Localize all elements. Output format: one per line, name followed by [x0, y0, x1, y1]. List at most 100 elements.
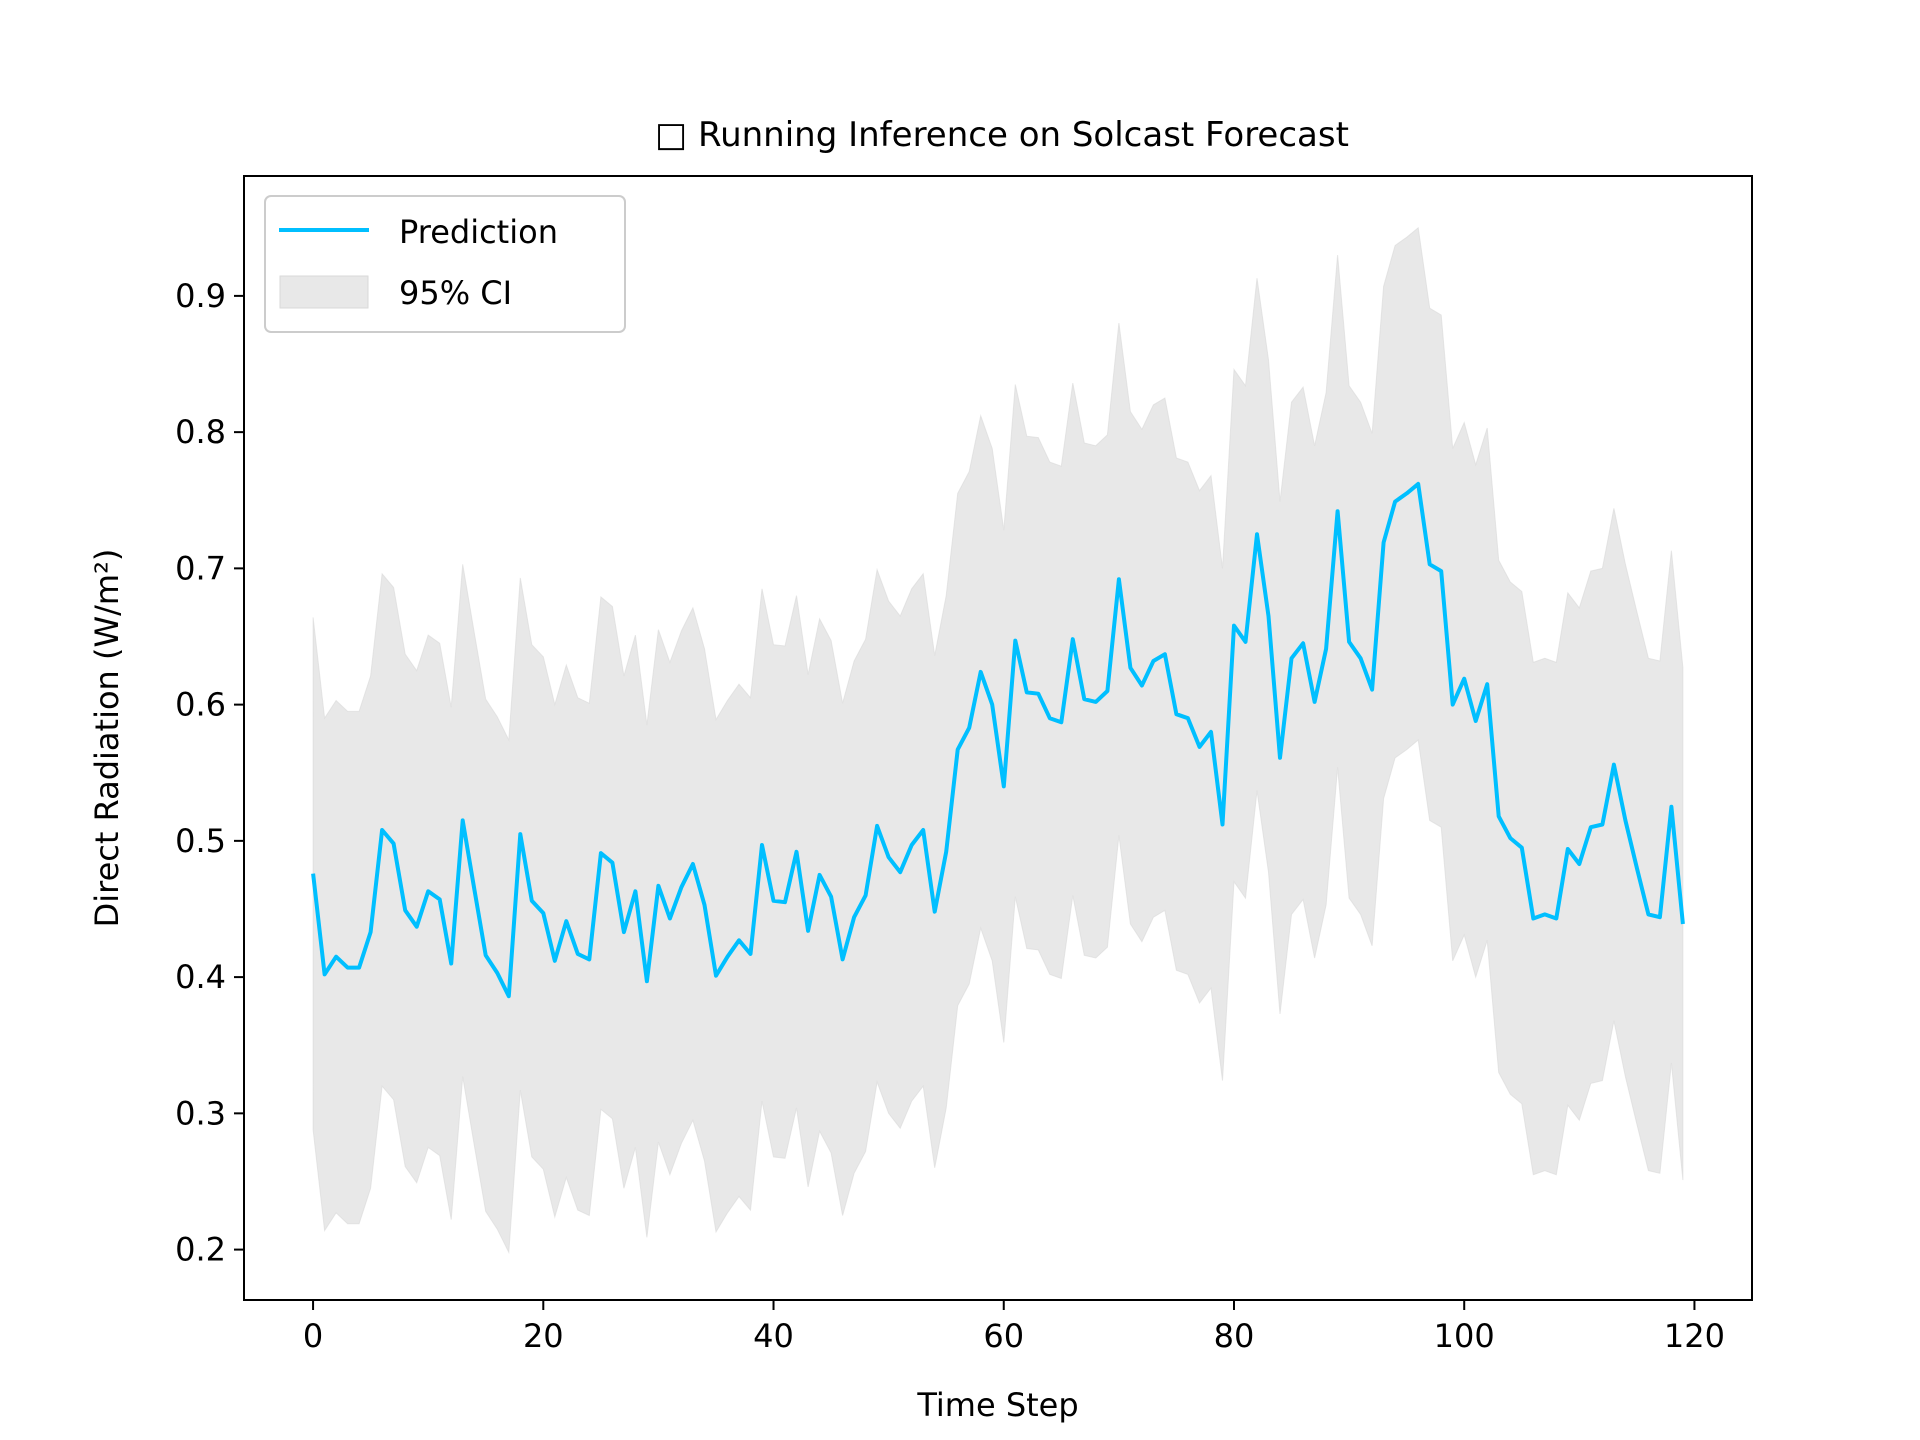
- prediction-point: [1623, 818, 1627, 822]
- prediction-point: [1543, 912, 1547, 916]
- prediction-point: [1278, 756, 1282, 760]
- x-tick-label: 80: [1214, 1317, 1255, 1355]
- prediction-point: [1151, 659, 1155, 663]
- prediction-point: [1508, 836, 1512, 840]
- prediction-point: [944, 850, 948, 854]
- prediction-point: [1140, 684, 1144, 688]
- prediction-point: [1474, 719, 1478, 723]
- prediction-point: [875, 824, 879, 828]
- x-tick-label: 0: [303, 1317, 323, 1355]
- prediction-point: [898, 870, 902, 874]
- prediction-point: [587, 957, 591, 961]
- prediction-point: [910, 843, 914, 847]
- prediction-point: [1048, 716, 1052, 720]
- prediction-point: [1243, 640, 1247, 644]
- prediction-point: [1600, 823, 1604, 827]
- prediction-point: [553, 959, 557, 963]
- prediction-point: [426, 889, 430, 893]
- prediction-point: [1658, 915, 1662, 919]
- prediction-point: [369, 930, 373, 934]
- y-tick-label: 0.2: [175, 1231, 226, 1269]
- prediction-point: [1485, 682, 1489, 686]
- prediction-point: [691, 862, 695, 866]
- prediction-line: [311, 481, 1685, 999]
- prediction-point: [1347, 640, 1351, 644]
- y-tick-label: 0.9: [175, 277, 226, 315]
- prediction-point: [956, 748, 960, 752]
- prediction-point: [1520, 846, 1524, 850]
- prediction-point: [783, 900, 787, 904]
- x-axis-label: Time Step: [916, 1386, 1078, 1424]
- prediction-point: [1220, 823, 1224, 827]
- prediction-point: [1255, 532, 1259, 536]
- prediction-point: [1359, 656, 1363, 660]
- prediction-point: [518, 832, 522, 836]
- y-tick-label: 0.7: [175, 549, 226, 587]
- prediction-point: [645, 979, 649, 983]
- prediction-point: [1382, 540, 1386, 544]
- prediction-point: [702, 903, 706, 907]
- prediction-point: [1209, 730, 1213, 734]
- prediction-point: [1635, 866, 1639, 870]
- prediction-point: [1554, 917, 1558, 921]
- prediction-point: [1059, 720, 1063, 724]
- prediction-point: [1681, 922, 1685, 926]
- prediction-point: [564, 919, 568, 923]
- prediction-point: [841, 957, 845, 961]
- prediction-point: [311, 872, 315, 876]
- prediction-point: [541, 911, 545, 915]
- prediction-point: [1105, 689, 1109, 693]
- prediction-point: [1301, 641, 1305, 645]
- prediction-point: [472, 887, 476, 891]
- prediction-point: [323, 972, 327, 976]
- x-tick-label: 40: [753, 1317, 794, 1355]
- prediction-point: [1370, 688, 1374, 692]
- x-tick-label: 100: [1434, 1317, 1495, 1355]
- prediction-point: [1428, 562, 1432, 566]
- prediction-point: [1439, 569, 1443, 573]
- prediction-point: [461, 818, 465, 822]
- plot-area: [311, 226, 1685, 1255]
- prediction-point: [1416, 482, 1420, 486]
- prediction-point: [1013, 639, 1017, 643]
- prediction-point: [921, 828, 925, 832]
- prediction-point: [610, 861, 614, 865]
- legend: Prediction 95% CI: [264, 195, 626, 333]
- prediction-point: [599, 851, 603, 855]
- prediction-point: [1174, 712, 1178, 716]
- prediction-point: [852, 915, 856, 919]
- prediction-point: [392, 842, 396, 846]
- prediction-point: [1577, 862, 1581, 866]
- legend-label-ci: 95% CI: [399, 274, 512, 312]
- prediction-point: [1669, 805, 1673, 809]
- prediction-point: [967, 726, 971, 730]
- x-axis: 0 20 40 60 80 100 120: [303, 1300, 1725, 1355]
- prediction-point: [1324, 647, 1328, 651]
- prediction-point: [1646, 912, 1650, 916]
- prediction-point: [1531, 917, 1535, 921]
- prediction-point: [1232, 624, 1236, 628]
- prediction-point: [1313, 700, 1317, 704]
- y-tick-label: 0.3: [175, 1094, 226, 1132]
- prediction-point: [887, 855, 891, 859]
- prediction-point: [484, 953, 488, 957]
- prediction-point: [1612, 763, 1616, 767]
- prediction-point: [679, 885, 683, 889]
- prediction-point: [1082, 697, 1086, 701]
- prediction-point: [668, 917, 672, 921]
- prediction-point: [622, 930, 626, 934]
- prediction-point: [760, 843, 764, 847]
- prediction-point: [495, 971, 499, 975]
- x-tick-label: 120: [1664, 1317, 1725, 1355]
- prediction-point: [1462, 677, 1466, 681]
- y-tick-label: 0.5: [175, 822, 226, 860]
- prediction-point: [1163, 652, 1167, 656]
- prediction-point: [1117, 577, 1121, 581]
- chart-title: □ Running Inference on Solcast Forecast: [655, 115, 1349, 155]
- prediction-point: [1336, 509, 1340, 513]
- legend-swatch-ci: [279, 275, 369, 309]
- plot-frame: [243, 175, 1753, 1301]
- prediction-point: [1497, 814, 1501, 818]
- prediction-point: [1589, 825, 1593, 829]
- prediction-point: [772, 899, 776, 903]
